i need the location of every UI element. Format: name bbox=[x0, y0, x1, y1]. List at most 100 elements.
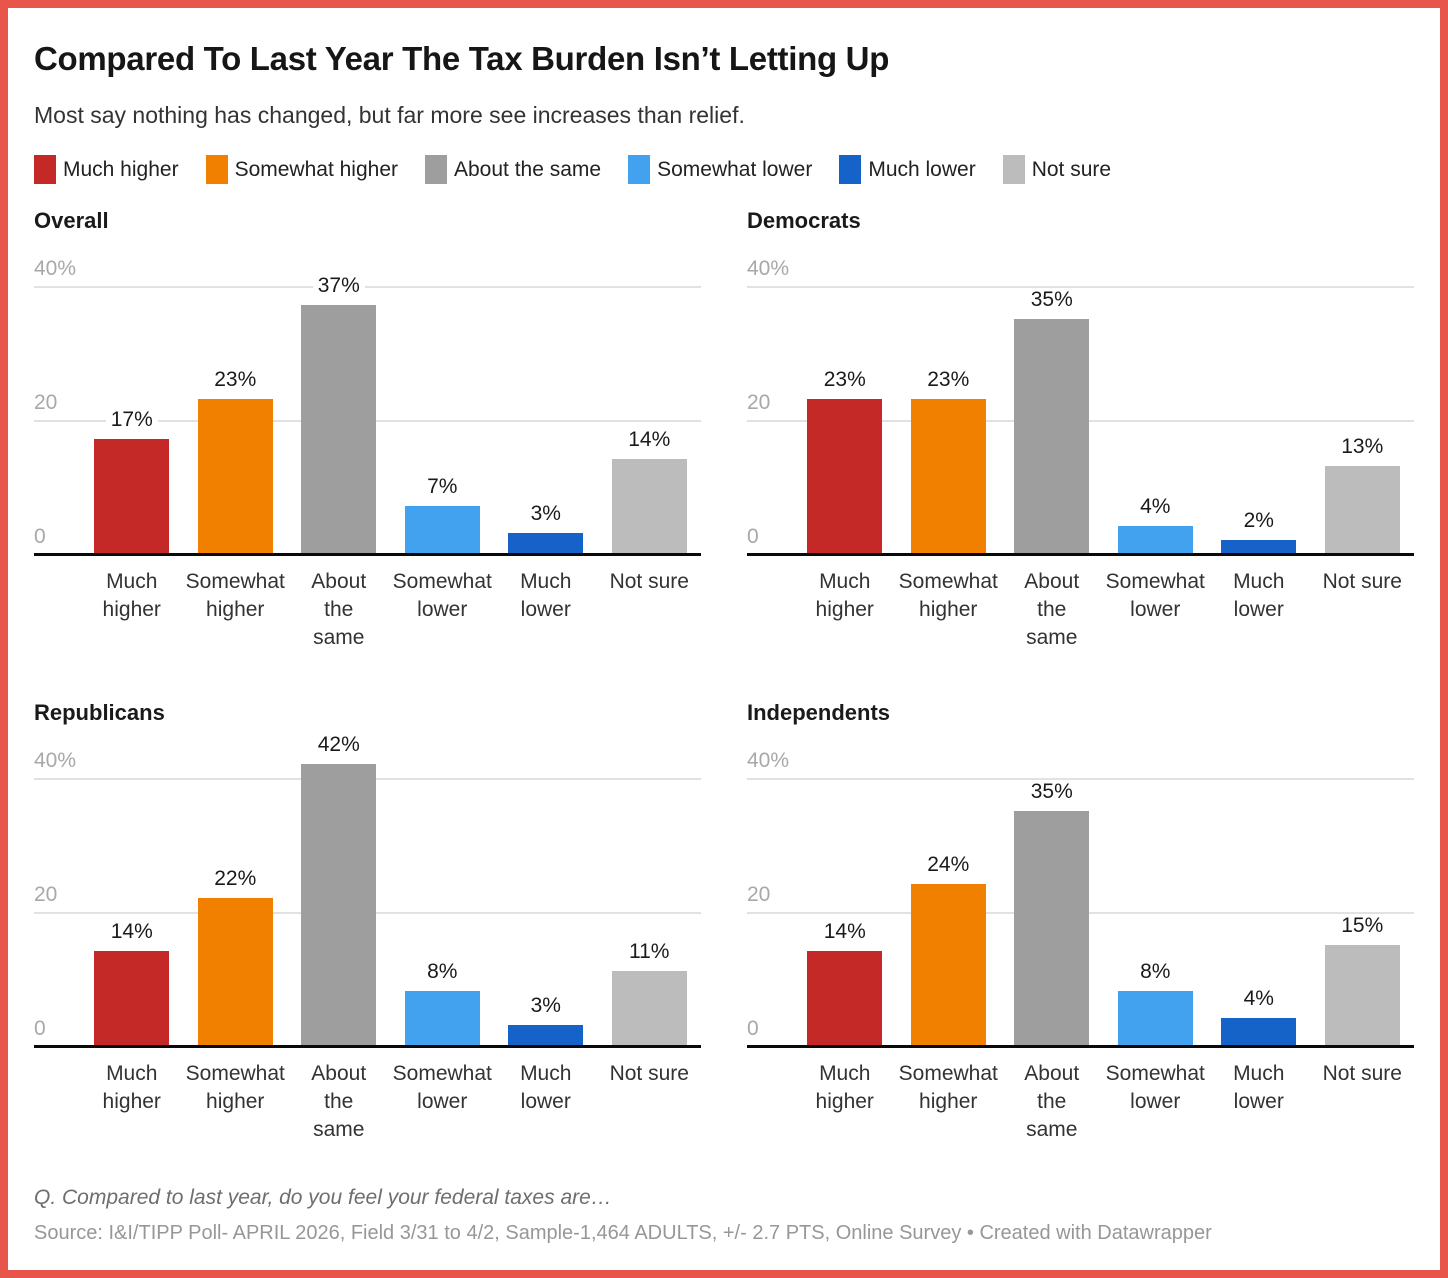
value-label-somewhat-higher: 24% bbox=[867, 853, 1031, 877]
bar-much-higher[interactable] bbox=[94, 951, 169, 1045]
column-not-sure: 14% bbox=[598, 238, 702, 553]
footer-question: Q. Compared to last year, do you feel yo… bbox=[34, 1186, 612, 1209]
column-about-the-same: 42% bbox=[287, 730, 391, 1045]
chart-plot-area: 0 20 40% 23% 23% 35% 4% 2% 13% bbox=[747, 238, 1414, 556]
x-label-much-higher: Much higher bbox=[102, 570, 161, 621]
x-label-much-higher: Much higher bbox=[815, 570, 874, 621]
legend-color-swatch bbox=[628, 155, 651, 184]
datawrapper-attribution-link[interactable]: Created with Datawrapper bbox=[979, 1222, 1212, 1244]
column-much-higher: 14% bbox=[793, 730, 897, 1045]
bar-somewhat-lower[interactable] bbox=[404, 506, 480, 553]
source-text: Source: I&I/TIPP Poll- APRIL 2026, Field… bbox=[34, 1222, 962, 1244]
column-much-lower: 4% bbox=[1207, 730, 1311, 1045]
bar-much-lower[interactable] bbox=[508, 1024, 583, 1045]
y-tick-label-40: 40% bbox=[747, 257, 790, 280]
x-label-about-the-same: About the same bbox=[1024, 1062, 1080, 1141]
chart-x-axis-labels: Much higher Somewhat higher About the same… bbox=[80, 1060, 701, 1160]
column-much-higher: 23% bbox=[793, 238, 897, 553]
chart-columns: 14% 22% 42% 8% 3% 11% bbox=[80, 730, 701, 1045]
value-label-much-lower: 3% bbox=[464, 501, 628, 526]
column-about-the-same: 35% bbox=[1000, 730, 1104, 1045]
legend-color-swatch bbox=[205, 155, 228, 184]
bar-not-sure[interactable] bbox=[1324, 944, 1400, 1045]
x-label-somewhat-lower: Somewhat lower bbox=[1105, 570, 1205, 621]
chart-panel-title: Independents bbox=[747, 700, 891, 725]
chart-panel-republicans: Republicans 0 20 40% 14% 22% 42% 8% 3% 11% Much … bbox=[34, 700, 701, 1160]
y-tick-label-20: 20 bbox=[747, 883, 771, 906]
value-label-about-the-same: 35% bbox=[970, 287, 1134, 312]
column-somewhat-lower: 7% bbox=[391, 238, 495, 553]
value-label-much-lower: 4% bbox=[1177, 987, 1341, 1011]
chart-plot-area: 0 20 40% 14% 22% 42% 8% 3% 11% bbox=[34, 730, 701, 1048]
bar-somewhat-lower[interactable] bbox=[404, 991, 480, 1045]
value-label-not-sure: 11% bbox=[568, 940, 732, 964]
bar-not-sure[interactable] bbox=[611, 971, 687, 1045]
x-axis-line bbox=[747, 1045, 1414, 1048]
bar-much-higher[interactable] bbox=[807, 398, 882, 553]
x-label-not-sure: Not sure bbox=[609, 1062, 689, 1085]
bar-about-the-same[interactable] bbox=[1014, 810, 1089, 1045]
bar-somewhat-lower[interactable] bbox=[1117, 991, 1193, 1045]
chart-x-axis-labels: Much higher Somewhat higher About the same… bbox=[793, 1060, 1414, 1160]
x-label-much-lower: Much lower bbox=[520, 570, 572, 621]
value-label-somewhat-lower: 8% bbox=[361, 960, 525, 984]
bar-not-sure[interactable] bbox=[611, 459, 687, 553]
value-label-much-higher: 17% bbox=[50, 408, 214, 432]
bar-somewhat-higher[interactable] bbox=[910, 884, 986, 1045]
legend-item: Much higher bbox=[34, 155, 179, 184]
value-label-not-sure: 15% bbox=[1281, 913, 1441, 938]
chart-x-axis-labels: Much higher Somewhat higher About the same… bbox=[793, 568, 1414, 668]
column-somewhat-lower: 8% bbox=[1104, 730, 1208, 1045]
legend: Much higher Somewhat higher About the sa… bbox=[34, 155, 1414, 184]
x-label-much-higher: Much higher bbox=[102, 1062, 161, 1113]
y-tick-label-20: 20 bbox=[34, 391, 58, 414]
source-separator: • bbox=[961, 1222, 980, 1244]
value-label-not-sure: 13% bbox=[1281, 434, 1441, 459]
y-tick-label-40: 40% bbox=[747, 749, 790, 772]
bar-about-the-same[interactable] bbox=[301, 763, 376, 1045]
bar-somewhat-higher[interactable] bbox=[197, 398, 273, 553]
column-somewhat-lower: 8% bbox=[391, 730, 495, 1045]
bar-much-lower[interactable] bbox=[1221, 539, 1296, 553]
legend-color-swatch bbox=[34, 155, 56, 184]
chart-panel-title: Republicans bbox=[34, 700, 165, 725]
x-label-not-sure: Not sure bbox=[1322, 570, 1402, 593]
y-tick-label-40: 40% bbox=[34, 749, 77, 772]
y-tick-label-0: 0 bbox=[34, 525, 46, 548]
column-not-sure: 11% bbox=[598, 730, 702, 1045]
bar-not-sure[interactable] bbox=[1324, 465, 1400, 553]
value-label-much-higher: 14% bbox=[763, 920, 927, 944]
bar-somewhat-higher[interactable] bbox=[197, 897, 273, 1045]
gridline-40 bbox=[747, 778, 1414, 780]
x-label-not-sure: Not sure bbox=[1322, 1062, 1402, 1085]
value-label-much-lower: 3% bbox=[464, 993, 628, 1018]
bar-somewhat-lower[interactable] bbox=[1117, 526, 1193, 553]
value-label-about-the-same: 35% bbox=[970, 779, 1134, 804]
value-label-somewhat-higher: 23% bbox=[154, 367, 318, 392]
bar-much-higher[interactable] bbox=[807, 951, 882, 1045]
page-subtitle: Most say nothing has changed, but far mo… bbox=[34, 102, 745, 128]
value-label-somewhat-lower: 7% bbox=[361, 475, 525, 499]
value-label-much-higher: 14% bbox=[50, 920, 214, 944]
x-axis-line bbox=[34, 553, 701, 556]
legend-color-swatch bbox=[425, 155, 447, 184]
bar-about-the-same[interactable] bbox=[301, 305, 376, 553]
gridline-40 bbox=[747, 286, 1414, 288]
bar-about-the-same[interactable] bbox=[1014, 318, 1089, 553]
bar-somewhat-higher[interactable] bbox=[910, 398, 986, 553]
chart-panel-independents: Independents 0 20 40% 14% 24% 35% 8% 4% 15% Much… bbox=[747, 700, 1414, 1160]
bar-much-lower[interactable] bbox=[1221, 1018, 1296, 1045]
y-tick-label-40: 40% bbox=[34, 257, 77, 280]
bar-much-higher[interactable] bbox=[94, 439, 169, 553]
column-much-lower: 3% bbox=[494, 730, 598, 1045]
chart-columns: 14% 24% 35% 8% 4% 15% bbox=[793, 730, 1414, 1045]
chart-panel-title: Overall bbox=[34, 208, 109, 233]
page-title: Compared To Last Year The Tax Burden Isn… bbox=[34, 40, 890, 77]
column-somewhat-higher: 22% bbox=[184, 730, 288, 1045]
legend-color-swatch bbox=[839, 155, 862, 184]
x-label-much-lower: Much lower bbox=[1233, 1062, 1285, 1113]
x-label-about-the-same: About the same bbox=[1024, 570, 1080, 649]
x-label-much-higher: Much higher bbox=[815, 1062, 874, 1113]
legend-item-label: Much higher bbox=[63, 157, 179, 181]
bar-much-lower[interactable] bbox=[508, 532, 583, 553]
